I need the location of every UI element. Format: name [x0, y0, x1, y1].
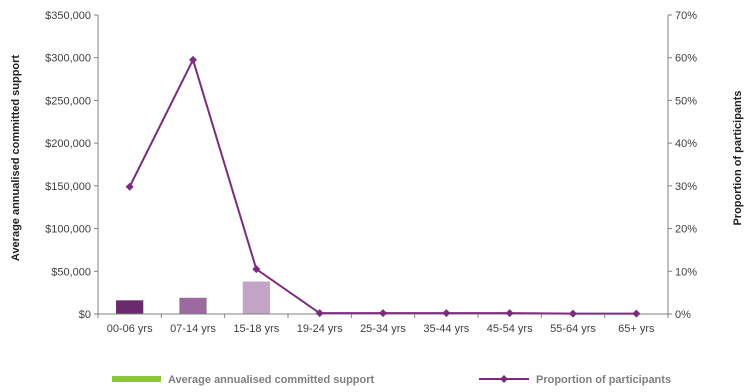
line-marker [442, 309, 451, 318]
bar-series [116, 281, 270, 314]
left-tick-label: $150,000 [45, 181, 91, 193]
bar [242, 281, 270, 314]
category-label: 45-54 yrs [487, 323, 533, 335]
line-marker [252, 265, 261, 274]
left-tick-label: $350,000 [45, 10, 91, 22]
line-marker [505, 309, 514, 318]
category-label: 25-34 yrs [360, 323, 406, 335]
legend-label-bar: Average annualised committed support [168, 374, 375, 386]
legend-label-line: Proportion of participants [536, 374, 671, 386]
right-tick-label: 0% [675, 309, 691, 321]
category-label: 15-18 yrs [233, 323, 279, 335]
category-label: 35-44 yrs [423, 323, 469, 335]
legend-swatch-bar [112, 376, 161, 382]
right-axis-title: Proportion of participants [732, 90, 744, 225]
category-label: 55-64 yrs [550, 323, 596, 335]
left-axis-title: Average annualised committed support [10, 55, 22, 262]
left-tick-label: $50,000 [51, 266, 91, 278]
left-axis-ticks: $0 $50,000 $100,000 $150,000 $200,000 $250,00… [45, 10, 98, 321]
line-marker [125, 182, 134, 191]
line-marker [315, 309, 324, 318]
line-marker [569, 309, 577, 318]
line-marker [189, 55, 197, 64]
right-tick-label: 60% [675, 53, 697, 65]
left-tick-label: $300,000 [45, 53, 91, 65]
left-tick-label: $250,000 [45, 95, 91, 107]
left-tick-label: $200,000 [45, 138, 91, 150]
right-axis-ticks: 0% 10% 20% 30% 40% 50% 60% 70% [668, 10, 697, 321]
left-tick-label: $100,000 [45, 224, 91, 236]
legend-swatch-marker [500, 375, 508, 383]
right-tick-label: 40% [675, 138, 697, 150]
line-marker [632, 309, 641, 318]
line-path [128, 57, 637, 315]
line-series [125, 55, 641, 318]
bar [179, 297, 207, 314]
legend: Average annualised committed support Pro… [112, 374, 671, 386]
right-tick-label: 50% [675, 95, 697, 107]
category-axis-labels: 00-06 yrs 07-14 yrs 15-18 yrs 19-24 yrs 25-3… [97, 314, 669, 335]
left-tick-label: $0 [79, 309, 91, 321]
category-label: 19-24 yrs [297, 323, 343, 335]
line-marker [379, 309, 387, 318]
right-tick-label: 10% [675, 266, 697, 278]
right-tick-label: 30% [675, 181, 697, 193]
right-tick-label: 70% [675, 10, 697, 22]
category-label: 65+ yrs [618, 323, 655, 335]
axes [97, 15, 669, 315]
category-label: 00-06 yrs [107, 323, 153, 335]
category-label: 07-14 yrs [170, 323, 216, 335]
bar [116, 300, 144, 314]
right-tick-label: 20% [675, 224, 697, 236]
